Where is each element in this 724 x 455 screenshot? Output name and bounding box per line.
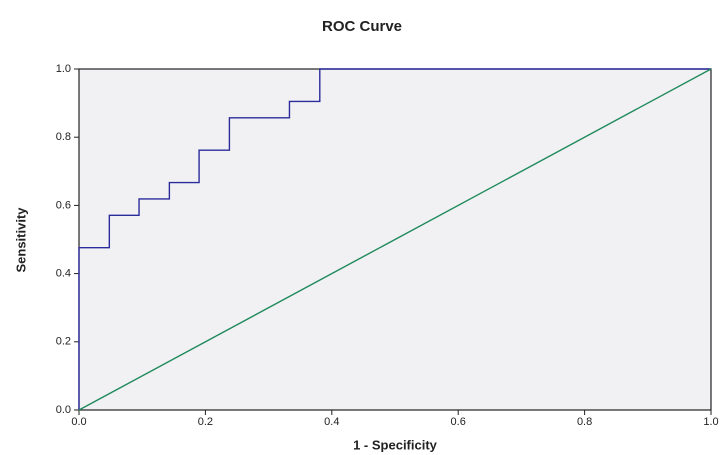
x-tick-label: 0.0 — [71, 416, 86, 428]
y-tick-label: 1.0 — [56, 63, 71, 75]
roc-line — [78, 68, 712, 411]
x-tick-label: 0.2 — [198, 416, 213, 428]
x-tick-label: 0.8 — [577, 416, 592, 428]
x-axis-label: 1 - Specificity — [353, 437, 438, 452]
x-tick-label: 1.0 — [703, 416, 718, 428]
chart-title: ROC Curve — [322, 18, 402, 35]
x-tick-label: 0.4 — [324, 416, 339, 428]
y-tick-label: 0.8 — [56, 131, 71, 143]
x-tick-label: 0.6 — [451, 416, 466, 428]
roc-line — [78, 68, 711, 410]
y-tick-label: 0.2 — [56, 336, 71, 348]
y-axis-label: Sensitivity — [13, 207, 28, 273]
y-tick-label: 0.0 — [56, 404, 71, 416]
y-tick-label: 0.6 — [56, 199, 71, 211]
y-tick-label: 0.4 — [56, 268, 71, 280]
